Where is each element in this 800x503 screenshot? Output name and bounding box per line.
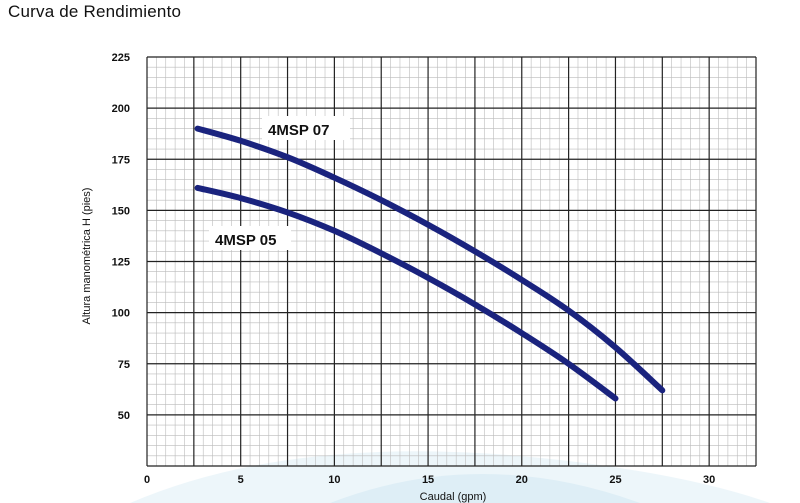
grid-major [146,56,757,467]
y-tick-label: 100 [112,308,130,320]
x-tick-label: 0 [144,474,150,486]
y-axis-label: Altura manométrica H (pies) [81,188,93,325]
series-label-bg-1 [262,116,350,140]
x-tick-label: 25 [609,474,621,486]
y-tick-label: 225 [112,52,130,64]
page-title: Curva de Rendimiento [8,2,182,21]
y-tick-label: 75 [118,359,130,371]
x-tick-label: 30 [703,474,715,486]
series-label-1: 4MSP 07 [268,122,329,139]
y-tick-label: 125 [112,257,130,269]
x-tick-label: 10 [328,474,340,486]
x-tick-label: 20 [516,474,528,486]
y-tick-label: 200 [112,103,130,115]
x-tick-label: 5 [238,474,244,486]
series-label-bg-2 [209,226,291,250]
y-tick-label: 150 [112,205,130,217]
series-line-1 [194,125,666,394]
y-tick-label: 50 [118,410,130,422]
series-label-2: 4MSP 05 [215,232,276,249]
x-tick-labels: 0 5 10 15 20 25 30 [144,474,715,486]
series-lines [194,125,666,402]
x-tick-label: 15 [422,474,434,486]
x-axis-label: Caudal (gpm) [420,491,487,503]
y-tick-label: 175 [112,154,130,166]
series-labels: 4MSP 07 4MSP 05 [209,116,350,250]
y-tick-labels: 50 75 100 125 150 175 200 225 [112,52,130,422]
series-line-2 [194,184,619,402]
